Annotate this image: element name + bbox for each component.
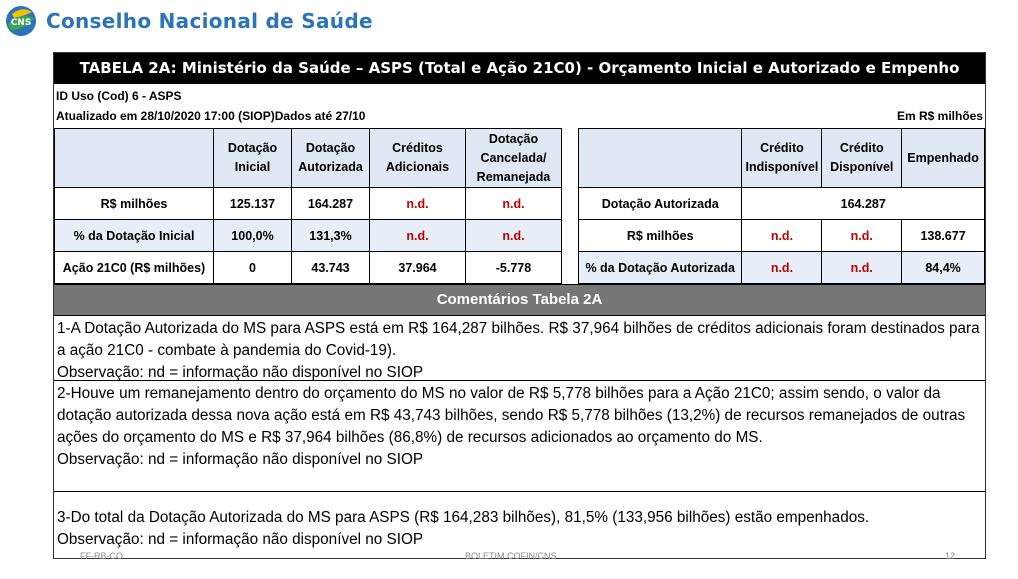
- table-row: % da Dotação Autorizada n.d. n.d. 84,4%: [577, 251, 985, 284]
- header-cell: Dotação Inicial: [213, 128, 292, 188]
- header: CNS Conselho Nacional de Saúde: [4, 3, 373, 39]
- comment-text: 1-A Dotação Autorizada do MS para ASPS e…: [57, 320, 980, 359]
- table-cell: 100,0%: [213, 219, 292, 252]
- footer-left: FF-RB-CO: [80, 551, 123, 561]
- left-budget-table: Dotação Inicial Dotação Autorizada Crédi…: [54, 128, 562, 284]
- row-label: % da Dotação Autorizada: [577, 251, 743, 284]
- org-name: Conselho Nacional de Saúde: [46, 9, 373, 33]
- header-cell: Crédito Disponível: [821, 128, 903, 188]
- table-row: % da Dotação Inicial 100,0% 131,3% n.d. …: [54, 219, 562, 252]
- table-row: R$ milhões n.d. n.d. 138.677: [577, 219, 985, 252]
- svg-text:CNS: CNS: [11, 18, 32, 28]
- comment-note: Observação: nd = informação não disponív…: [57, 451, 424, 468]
- table-cell: n.d.: [821, 251, 903, 284]
- comment-text: 2-Houve um remanejamento dentro do orçam…: [57, 385, 966, 446]
- table-cell: 84,4%: [901, 251, 985, 284]
- cns-logo: CNS: [4, 4, 38, 38]
- table-row: Ação 21C0 (R$ milhões) 0 43.743 37.964 -…: [54, 251, 562, 284]
- table-cell: 37.964: [369, 251, 466, 284]
- table-cell: 125.137: [213, 187, 292, 220]
- comment-note: Observação: nd = informação não disponív…: [57, 364, 424, 381]
- table-cell: n.d.: [369, 187, 466, 220]
- comment-item: 3-Do total da Dotação Autorizada do MS p…: [54, 491, 985, 558]
- table-cell: 0: [213, 251, 292, 284]
- id-line: ID Uso (Cod) 6 - ASPS: [56, 89, 182, 103]
- table-cell: n.d.: [465, 219, 562, 252]
- footer-center: BOLETIM COFIN/CNS: [465, 551, 557, 561]
- table-header-row: Crédito Indisponível Crédito Disponível …: [577, 128, 985, 188]
- header-cell: Empenhado: [901, 128, 985, 188]
- comment-text: 3-Do total da Dotação Autorizada do MS p…: [57, 509, 870, 526]
- table-cell: 164.287: [291, 187, 370, 220]
- table-row: Dotação Autorizada 164.287: [577, 187, 985, 220]
- header-cell: Dotação Cancelada/ Remanejada: [465, 128, 562, 188]
- table-cell: n.d.: [741, 251, 823, 284]
- row-label: Ação 21C0 (R$ milhões): [54, 251, 214, 284]
- comment-item: 2-Houve um remanejamento dentro do orçam…: [54, 380, 985, 490]
- header-cell: Crédito Indisponível: [741, 128, 823, 188]
- header-cell: [54, 128, 214, 188]
- table-cell: 138.677: [901, 219, 985, 252]
- header-cell: Dotação Autorizada: [291, 128, 370, 188]
- table-cell: 43.743: [291, 251, 370, 284]
- table-cell: 131,3%: [291, 219, 370, 252]
- table-panel: TABELA 2A: Ministério da Saúde – ASPS (T…: [53, 52, 986, 559]
- comment-note: Observação: nd = informação não disponív…: [57, 531, 424, 548]
- row-label: % da Dotação Inicial: [54, 219, 214, 252]
- row-label: Dotação Autorizada: [577, 187, 743, 220]
- table-cell: 164.287: [741, 187, 985, 220]
- table-header-row: Dotação Inicial Dotação Autorizada Crédi…: [54, 128, 562, 188]
- page-number: 12: [945, 551, 956, 561]
- table-cell: -5.778: [465, 251, 562, 284]
- header-cell: Créditos Adicionais: [369, 128, 466, 188]
- row-label: R$ milhões: [577, 219, 743, 252]
- table-row: R$ milhões 125.137 164.287 n.d. n.d.: [54, 187, 562, 220]
- table-cell: n.d.: [821, 219, 903, 252]
- comment-item: 1-A Dotação Autorizada do MS para ASPS e…: [54, 315, 985, 381]
- row-label: R$ milhões: [54, 187, 214, 220]
- updated-line: Atualizado em 28/10/2020 17:00 (SIOP)Dad…: [56, 109, 366, 123]
- right-empenho-table: Crédito Indisponível Crédito Disponível …: [577, 128, 985, 284]
- unit-note: Em R$ milhões: [896, 109, 983, 123]
- table-cell: n.d.: [465, 187, 562, 220]
- table-cell: n.d.: [369, 219, 466, 252]
- header-cell: [577, 128, 743, 188]
- table-title: TABELA 2A: Ministério da Saúde – ASPS (T…: [54, 53, 985, 84]
- comments-title: Comentários Tabela 2A: [54, 284, 985, 315]
- table-cell: n.d.: [741, 219, 823, 252]
